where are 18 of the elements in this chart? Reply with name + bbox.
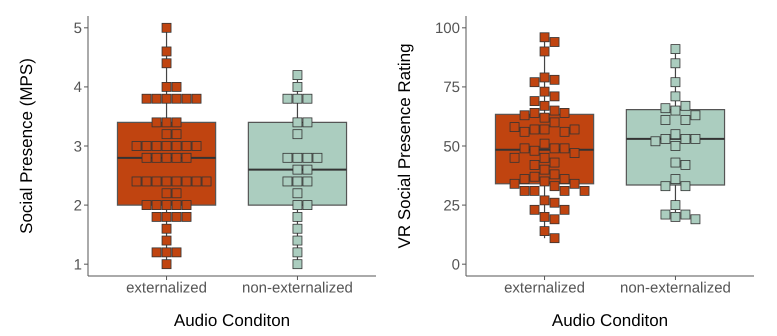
y-tick-label: 4 [74,79,82,96]
y-axis-title: VR Social Presence Rating [395,43,414,249]
x-axis-title: Audio Conditon [174,311,290,330]
x-tick-label: externalized [126,280,207,297]
x-tick-label: non-externalized [242,280,353,297]
y-tick-label: 25 [443,197,460,214]
y-tick-label: 3 [74,138,82,156]
y-tick-label: 2 [74,197,82,214]
y-tick-label: 0 [452,256,460,274]
x-tick-label: externalized [504,280,585,297]
y-tick-label: 50 [443,138,460,156]
x-axis-title: Audio Conditon [552,311,668,330]
x-tick-label: non-externalized [620,280,731,297]
y-tick-label: 5 [74,20,82,38]
y-tick-label: 75 [443,79,460,96]
y-tick-label: 100 [434,20,460,38]
y-axis-title: Social Presence (MPS) [17,58,36,234]
y-tick-label: 1 [74,256,82,274]
